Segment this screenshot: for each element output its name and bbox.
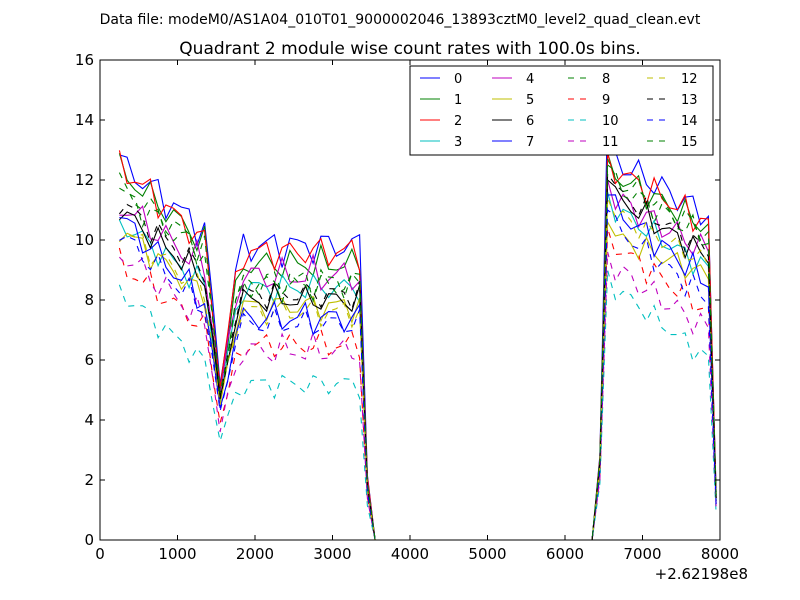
series-line-0 (119, 110, 717, 541)
legend-label-1: 1 (454, 93, 462, 108)
x-tick-label: 7000 (623, 545, 661, 563)
series-line-10 (118, 269, 717, 541)
series-line-5 (118, 219, 717, 541)
legend-frame (409, 65, 714, 156)
y-tick-label: 2 (84, 471, 94, 489)
y-tick-label: 14 (75, 111, 94, 129)
series-line-9 (118, 227, 717, 541)
series-line-15 (119, 163, 717, 541)
y-tick-label: 6 (84, 351, 94, 369)
x-tick-label: 6000 (546, 545, 584, 563)
series-line-6 (119, 178, 717, 541)
legend-label-8: 8 (602, 72, 610, 87)
legend-label-4: 4 (526, 72, 534, 87)
legend-label-11: 11 (602, 135, 619, 150)
legend-label-15: 15 (681, 135, 698, 150)
legend-label-0: 0 (454, 72, 462, 87)
legend-label-13: 13 (681, 93, 698, 108)
y-tick-label: 4 (84, 411, 94, 429)
legend-label-9: 9 (602, 93, 610, 108)
x-tick-label: 0 (95, 545, 105, 563)
x-tick-label: 4000 (391, 545, 429, 563)
legend-label-6: 6 (526, 114, 534, 129)
y-tick-label: 8 (84, 291, 94, 309)
series-line-7 (119, 194, 717, 541)
legend-label-10: 10 (602, 114, 619, 129)
x-tick-label: 5000 (468, 545, 506, 563)
x-tick-label: 3000 (313, 545, 351, 563)
x-offset-label: +2.62198e8 (655, 565, 748, 583)
series-line-2 (118, 150, 717, 541)
series-line-3 (118, 191, 717, 541)
x-tick-label: 8000 (701, 545, 739, 563)
legend-label-12: 12 (681, 72, 698, 87)
legend-label-3: 3 (454, 135, 462, 150)
chart-title: Quadrant 2 module wise count rates with … (179, 39, 640, 59)
axis-ticks: 0 1000 2000 3000 4000 5000 6000 7000 80000246810… (75, 51, 739, 563)
y-tick-label: 16 (75, 51, 94, 69)
series-layer (118, 110, 717, 541)
x-tick-label: 2000 (236, 545, 274, 563)
x-tick-label: 1000 (158, 545, 196, 563)
y-tick-label: 10 (75, 231, 94, 249)
series-line-12 (119, 197, 717, 541)
legend-label-14: 14 (681, 114, 698, 129)
legend-label-7: 7 (526, 135, 534, 150)
legend-label-2: 2 (454, 114, 462, 129)
y-tick-label: 0 (84, 531, 94, 549)
series-line-14 (119, 208, 717, 541)
series-line-11 (118, 251, 717, 541)
suptitle: Data file: modeM0/AS1A04_010T01_90000020… (100, 12, 701, 28)
y-tick-label: 12 (75, 171, 94, 189)
legend-label-5: 5 (526, 93, 534, 108)
